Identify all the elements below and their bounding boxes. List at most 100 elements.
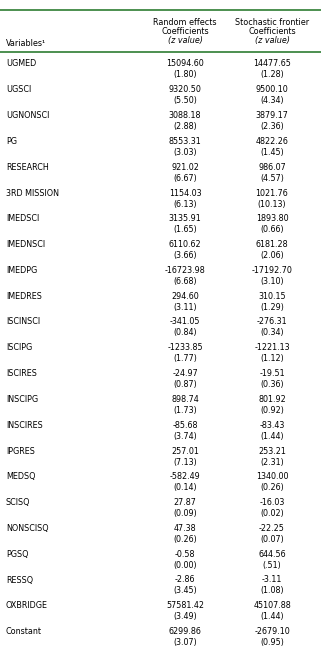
Text: (0.14): (0.14) — [173, 483, 197, 493]
Text: (4.57): (4.57) — [260, 174, 284, 183]
Text: (0.26): (0.26) — [260, 483, 284, 493]
Text: -341.05: -341.05 — [170, 318, 200, 326]
Text: IPGRES: IPGRES — [6, 447, 35, 455]
Text: 4822.26: 4822.26 — [256, 137, 289, 146]
Text: (3.07): (3.07) — [173, 638, 197, 647]
Text: -85.68: -85.68 — [172, 421, 198, 430]
Text: IMEDNSCI: IMEDNSCI — [6, 240, 45, 249]
Text: 1021.76: 1021.76 — [256, 189, 288, 198]
Text: (0.36): (0.36) — [260, 380, 284, 389]
Text: 257.01: 257.01 — [171, 447, 199, 455]
Text: Coefficients: Coefficients — [161, 27, 209, 36]
Text: (0.66): (0.66) — [260, 225, 284, 234]
Text: (3.10): (3.10) — [260, 277, 284, 286]
Text: PG: PG — [6, 137, 17, 146]
Text: (1.28): (1.28) — [260, 71, 284, 79]
Text: -83.43: -83.43 — [259, 421, 285, 430]
Text: 6299.86: 6299.86 — [169, 627, 202, 636]
Text: Stochastic frontier: Stochastic frontier — [235, 18, 309, 27]
Text: 8553.31: 8553.31 — [169, 137, 201, 146]
Text: INSCIRES: INSCIRES — [6, 421, 43, 430]
Text: (1.80): (1.80) — [173, 71, 197, 79]
Text: 1154.03: 1154.03 — [169, 189, 201, 198]
Text: (1.45): (1.45) — [260, 148, 284, 157]
Text: (5.50): (5.50) — [173, 96, 197, 105]
Text: UGSCI: UGSCI — [6, 85, 31, 94]
Text: OXBRIDGE: OXBRIDGE — [6, 601, 48, 610]
Text: (2.36): (2.36) — [260, 122, 284, 131]
Text: 45107.88: 45107.88 — [253, 601, 291, 610]
Text: RESEARCH: RESEARCH — [6, 162, 49, 172]
Text: (0.07): (0.07) — [260, 535, 284, 544]
Text: (3.11): (3.11) — [173, 303, 197, 312]
Text: (0.00): (0.00) — [173, 561, 197, 570]
Text: (6.13): (6.13) — [173, 200, 197, 208]
Text: (0.92): (0.92) — [260, 406, 284, 415]
Text: (1.73): (1.73) — [173, 406, 197, 415]
Text: -19.51: -19.51 — [259, 369, 285, 378]
Text: 3135.91: 3135.91 — [169, 214, 201, 223]
Text: 27.87: 27.87 — [174, 498, 196, 507]
Text: ISCIRES: ISCIRES — [6, 369, 37, 378]
Text: RESSQ: RESSQ — [6, 576, 33, 584]
Text: PGSQ: PGSQ — [6, 550, 29, 559]
Text: (6.67): (6.67) — [173, 174, 197, 183]
Text: -276.31: -276.31 — [257, 318, 287, 326]
Text: (3.49): (3.49) — [173, 612, 197, 622]
Text: -582.49: -582.49 — [169, 472, 200, 481]
Text: 15094.60: 15094.60 — [166, 60, 204, 69]
Text: UGNONSCI: UGNONSCI — [6, 111, 49, 120]
Text: -0.58: -0.58 — [175, 550, 195, 559]
Text: (1.44): (1.44) — [260, 612, 284, 622]
Text: NONSCISQ: NONSCISQ — [6, 524, 48, 533]
Text: (z value): (z value) — [255, 36, 290, 45]
Text: (.51): (.51) — [263, 561, 282, 570]
Text: 644.56: 644.56 — [258, 550, 286, 559]
Text: 310.15: 310.15 — [258, 291, 286, 301]
Text: (0.95): (0.95) — [260, 638, 284, 647]
Text: 9320.50: 9320.50 — [169, 85, 202, 94]
Text: (3.45): (3.45) — [173, 586, 197, 595]
Text: 3879.17: 3879.17 — [256, 111, 289, 120]
Text: -3.11: -3.11 — [262, 576, 282, 584]
Text: ISCINSCI: ISCINSCI — [6, 318, 40, 326]
Text: (0.84): (0.84) — [173, 329, 197, 337]
Text: (0.02): (0.02) — [260, 509, 284, 518]
Text: 14477.65: 14477.65 — [253, 60, 291, 69]
Text: 921.02: 921.02 — [171, 162, 199, 172]
Text: (1.08): (1.08) — [260, 586, 284, 595]
Text: 3RD MISSION: 3RD MISSION — [6, 189, 59, 198]
Text: 253.21: 253.21 — [258, 447, 286, 455]
Text: 3088.18: 3088.18 — [169, 111, 201, 120]
Text: -2.86: -2.86 — [175, 576, 195, 584]
Text: (0.09): (0.09) — [173, 509, 197, 518]
Text: (2.31): (2.31) — [260, 457, 284, 466]
Text: IMEDPG: IMEDPG — [6, 266, 37, 275]
Text: (6.68): (6.68) — [173, 277, 197, 286]
Text: (3.74): (3.74) — [173, 432, 197, 441]
Text: INSCIPG: INSCIPG — [6, 395, 38, 404]
Text: 1340.00: 1340.00 — [256, 472, 288, 481]
Text: (1.65): (1.65) — [173, 225, 197, 234]
Text: -16723.98: -16723.98 — [165, 266, 205, 275]
Text: (1.44): (1.44) — [260, 432, 284, 441]
Text: (0.87): (0.87) — [173, 380, 197, 389]
Text: 1893.80: 1893.80 — [256, 214, 288, 223]
Text: 47.38: 47.38 — [174, 524, 196, 533]
Text: -24.97: -24.97 — [172, 369, 198, 378]
Text: (1.12): (1.12) — [260, 354, 284, 364]
Text: (0.26): (0.26) — [173, 535, 197, 544]
Text: 801.92: 801.92 — [258, 395, 286, 404]
Text: (2.06): (2.06) — [260, 251, 284, 260]
Text: (10.13): (10.13) — [258, 200, 286, 208]
Text: Constant: Constant — [6, 627, 42, 636]
Text: (4.34): (4.34) — [260, 96, 284, 105]
Text: -22.25: -22.25 — [259, 524, 285, 533]
Text: Variables¹: Variables¹ — [6, 39, 46, 48]
Text: Coefficients: Coefficients — [248, 27, 296, 36]
Text: 898.74: 898.74 — [171, 395, 199, 404]
Text: Random effects: Random effects — [153, 18, 217, 27]
Text: 57581.42: 57581.42 — [166, 601, 204, 610]
Text: (0.34): (0.34) — [260, 329, 284, 337]
Text: (7.13): (7.13) — [173, 457, 197, 466]
